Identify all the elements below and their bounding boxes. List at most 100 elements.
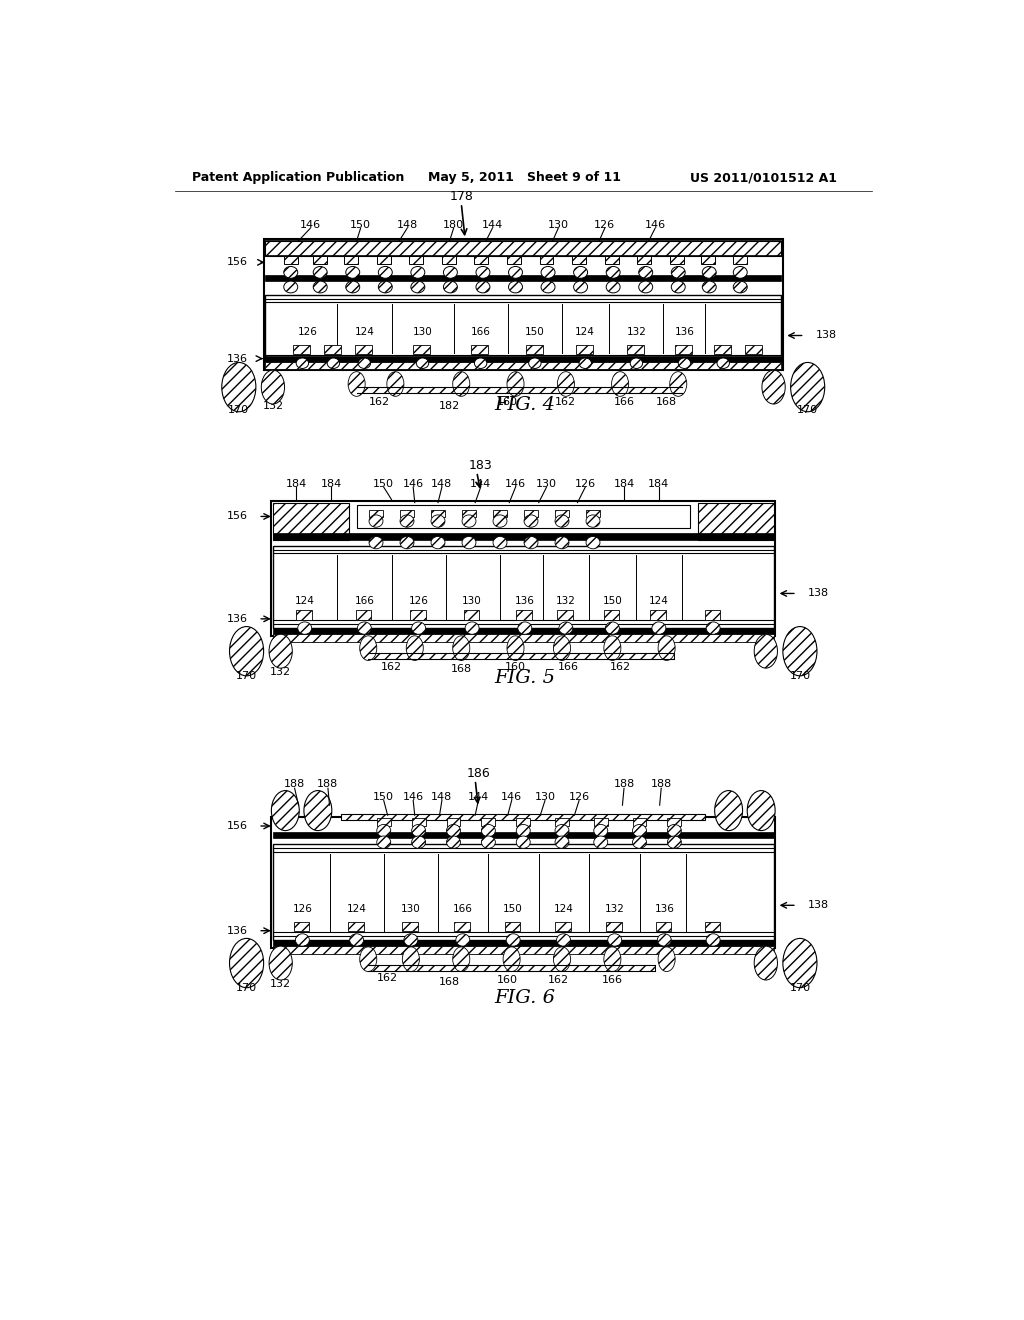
- Bar: [344, 256, 358, 264]
- Text: 126: 126: [594, 220, 615, 231]
- Ellipse shape: [762, 370, 785, 404]
- Ellipse shape: [579, 358, 592, 368]
- Bar: [410, 610, 426, 619]
- Ellipse shape: [658, 946, 675, 972]
- Bar: [271, 502, 775, 636]
- Text: 184: 184: [286, 479, 307, 490]
- Bar: [265, 363, 781, 368]
- Text: 130: 130: [401, 904, 421, 915]
- Ellipse shape: [412, 836, 426, 849]
- Text: 130: 130: [535, 792, 555, 803]
- Ellipse shape: [407, 636, 423, 660]
- Text: 146: 146: [505, 479, 526, 490]
- Bar: [369, 510, 383, 517]
- Ellipse shape: [269, 946, 292, 979]
- Ellipse shape: [557, 933, 570, 946]
- Text: 146: 146: [644, 220, 666, 231]
- Ellipse shape: [717, 358, 729, 368]
- Text: 146: 146: [402, 792, 424, 803]
- Ellipse shape: [284, 281, 298, 293]
- Text: 184: 184: [613, 479, 635, 490]
- Bar: [670, 256, 684, 264]
- Text: 130: 130: [413, 326, 432, 337]
- Text: 166: 166: [354, 597, 375, 606]
- Ellipse shape: [678, 358, 690, 368]
- Ellipse shape: [378, 281, 392, 293]
- Ellipse shape: [586, 536, 600, 549]
- Text: 162: 162: [609, 661, 631, 672]
- Text: FIG. 4: FIG. 4: [495, 396, 555, 413]
- Text: 132: 132: [262, 401, 284, 412]
- Text: 162: 162: [370, 397, 390, 408]
- Text: 184: 184: [648, 479, 670, 490]
- Bar: [293, 345, 310, 354]
- Bar: [455, 923, 470, 932]
- Bar: [594, 818, 607, 826]
- Ellipse shape: [559, 622, 572, 635]
- Bar: [604, 256, 618, 264]
- Ellipse shape: [369, 536, 383, 549]
- Ellipse shape: [443, 281, 458, 293]
- Text: 148: 148: [431, 479, 453, 490]
- Ellipse shape: [462, 536, 476, 549]
- Text: 130: 130: [462, 597, 482, 606]
- Bar: [273, 545, 773, 628]
- Ellipse shape: [476, 281, 489, 293]
- Text: 124: 124: [649, 597, 669, 606]
- Bar: [524, 510, 538, 517]
- Text: 150: 150: [602, 597, 623, 606]
- Text: 170: 170: [236, 671, 257, 681]
- Ellipse shape: [594, 836, 607, 849]
- Ellipse shape: [412, 622, 426, 635]
- Ellipse shape: [555, 515, 569, 527]
- Text: 150: 150: [374, 479, 394, 490]
- Ellipse shape: [606, 267, 621, 279]
- Ellipse shape: [670, 372, 687, 396]
- Text: 150: 150: [374, 792, 394, 803]
- Ellipse shape: [639, 267, 652, 279]
- Bar: [572, 256, 586, 264]
- Bar: [744, 345, 762, 354]
- Ellipse shape: [349, 933, 364, 946]
- Ellipse shape: [359, 636, 377, 660]
- Text: 136: 136: [515, 597, 535, 606]
- Text: 132: 132: [627, 326, 646, 337]
- Text: 170: 170: [790, 671, 810, 681]
- Text: 150: 150: [350, 220, 371, 231]
- Ellipse shape: [304, 791, 332, 830]
- Bar: [355, 345, 372, 354]
- Text: 136: 136: [227, 354, 248, 363]
- Bar: [400, 510, 414, 517]
- Bar: [462, 510, 476, 517]
- Bar: [265, 275, 781, 281]
- Text: 148: 148: [431, 792, 453, 803]
- Ellipse shape: [516, 836, 530, 849]
- Ellipse shape: [668, 825, 681, 837]
- Ellipse shape: [702, 267, 716, 279]
- Ellipse shape: [672, 281, 685, 293]
- Bar: [633, 818, 646, 826]
- Bar: [705, 923, 720, 932]
- Ellipse shape: [573, 267, 588, 279]
- Ellipse shape: [630, 358, 643, 368]
- Ellipse shape: [633, 825, 646, 837]
- Ellipse shape: [715, 791, 742, 830]
- Text: 188: 188: [650, 779, 672, 789]
- Bar: [273, 832, 773, 838]
- Bar: [464, 610, 479, 619]
- Text: 188: 188: [317, 779, 339, 789]
- Ellipse shape: [755, 946, 777, 979]
- Ellipse shape: [402, 946, 420, 972]
- Ellipse shape: [604, 636, 621, 660]
- Text: 188: 188: [284, 779, 305, 789]
- Text: 138: 138: [808, 589, 828, 598]
- Bar: [604, 610, 620, 619]
- Ellipse shape: [554, 636, 570, 660]
- Text: 124: 124: [575, 326, 595, 337]
- Bar: [493, 510, 507, 517]
- Text: 166: 166: [453, 904, 473, 915]
- Ellipse shape: [417, 358, 429, 368]
- Text: May 5, 2011   Sheet 9 of 11: May 5, 2011 Sheet 9 of 11: [428, 172, 622, 185]
- Ellipse shape: [453, 636, 470, 660]
- Bar: [446, 818, 461, 826]
